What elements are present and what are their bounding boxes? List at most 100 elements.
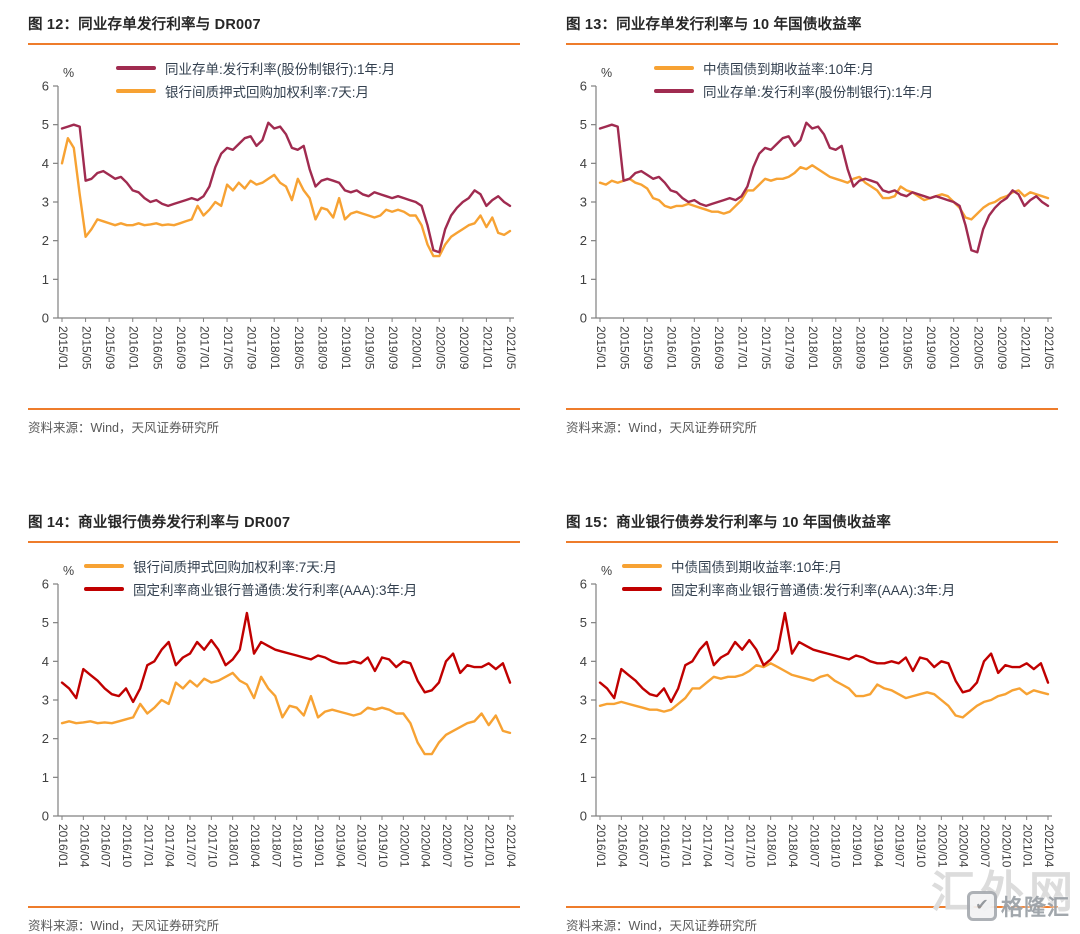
svg-text:2016/10: 2016/10 — [120, 824, 134, 868]
svg-text:2021/01: 2021/01 — [483, 824, 497, 868]
svg-text:2020/07: 2020/07 — [978, 824, 992, 868]
svg-text:2020/01: 2020/01 — [397, 824, 411, 868]
svg-text:2017/05: 2017/05 — [759, 326, 773, 370]
svg-text:2019/09: 2019/09 — [924, 326, 938, 370]
svg-text:4: 4 — [42, 654, 49, 669]
svg-text:2017/04: 2017/04 — [701, 824, 715, 868]
svg-text:2019/04: 2019/04 — [871, 824, 885, 868]
svg-text:3: 3 — [42, 693, 49, 708]
svg-text:2018/07: 2018/07 — [269, 824, 283, 868]
svg-text:2018/05: 2018/05 — [830, 326, 844, 370]
svg-text:2016/05: 2016/05 — [688, 326, 702, 370]
svg-text:2020/09: 2020/09 — [457, 326, 471, 370]
svg-text:2017/05: 2017/05 — [221, 326, 235, 370]
svg-text:6: 6 — [42, 577, 49, 592]
svg-text:2018/05: 2018/05 — [292, 326, 306, 370]
svg-text:2019/10: 2019/10 — [376, 824, 390, 868]
svg-text:2017/07: 2017/07 — [722, 824, 736, 868]
svg-text:5: 5 — [580, 615, 587, 630]
legend-label: 银行间质押式回购加权利率:7天:月 — [133, 559, 338, 575]
svg-text:2018/07: 2018/07 — [807, 824, 821, 868]
legend-item: 同业存单:发行利率(股份制银行):1年:月 — [116, 56, 395, 79]
svg-text:2017/10: 2017/10 — [205, 824, 219, 868]
svg-text:2017/01: 2017/01 — [735, 326, 749, 370]
figure-15-title: 图 15：商业银行债券发行利率与 10 年国债收益率 — [566, 506, 1058, 543]
svg-text:2019/05: 2019/05 — [363, 326, 377, 370]
svg-text:2018/01: 2018/01 — [806, 326, 820, 370]
svg-text:4: 4 — [42, 156, 49, 171]
svg-text:2020/04: 2020/04 — [957, 824, 971, 868]
svg-text:2020/09: 2020/09 — [995, 326, 1009, 370]
legend-swatch — [654, 65, 694, 70]
figure-12-line-chart: 0 1 2 3 4 5 6% 2015/01 2015/05 2015/09 2016/01 2016… — [42, 66, 518, 370]
svg-text:6: 6 — [580, 577, 587, 592]
legend-item: 中债国债到期收益率:10年:月 — [622, 554, 955, 577]
svg-text:2019/01: 2019/01 — [312, 824, 326, 868]
svg-text:2019/09: 2019/09 — [386, 326, 400, 370]
figure-13-chart-area: 中债国债到期收益率:10年:月 同业存单:发行利率(股份制银行):1年:月 0 1 2… — [566, 48, 1058, 406]
figure-15-line-chart: 0 1 2 3 4 5 6% 2016/01 2016/04 2016/07 2016/10 2017… — [580, 564, 1056, 868]
svg-text:3: 3 — [580, 693, 587, 708]
svg-text:2018/01: 2018/01 — [268, 326, 282, 370]
svg-text:2017/01: 2017/01 — [679, 824, 693, 868]
figure-14-title: 图 14：商业银行债券发行利率与 DR007 — [28, 506, 520, 543]
svg-text:2021/04: 2021/04 — [1042, 824, 1056, 868]
svg-text:2020/07: 2020/07 — [440, 824, 454, 868]
svg-text:2016/04: 2016/04 — [615, 824, 629, 868]
source-note: 资料来源：Wind，天风证券研究所 — [28, 919, 219, 933]
legend-swatch — [622, 563, 662, 568]
svg-text:2020/05: 2020/05 — [971, 326, 985, 370]
svg-text:2019/01: 2019/01 — [877, 326, 891, 370]
svg-text:%: % — [63, 564, 74, 578]
svg-text:0: 0 — [42, 311, 49, 326]
svg-text:6: 6 — [42, 79, 49, 94]
figure-15-panel: 图 15：商业银行债券发行利率与 10 年国债收益率 中债国债到期收益率:10年… — [566, 506, 1058, 934]
figure-15-chart-area: 中债国债到期收益率:10年:月固定利率商业银行普通债:发行利率(AAA):3年:… — [566, 546, 1058, 904]
svg-text:2019/05: 2019/05 — [901, 326, 915, 370]
svg-text:6: 6 — [580, 79, 587, 94]
svg-text:2015/01: 2015/01 — [594, 326, 608, 370]
svg-text:2016/05: 2016/05 — [150, 326, 164, 370]
figure-12-legend: 同业存单:发行利率(股份制银行):1年:月 银行间质押式回购加权利率:7天:月 — [116, 56, 395, 102]
svg-text:2021/05: 2021/05 — [504, 326, 518, 370]
svg-text:2018/04: 2018/04 — [786, 824, 800, 868]
svg-text:2020/05: 2020/05 — [433, 326, 447, 370]
figure-12-title: 图 12：同业存单发行利率与 DR007 — [28, 8, 520, 45]
svg-text:1: 1 — [580, 272, 587, 287]
svg-text:3: 3 — [42, 195, 49, 210]
source-divider — [566, 408, 1058, 410]
legend-label: 固定利率商业银行普通债:发行利率(AAA):3年:月 — [671, 582, 956, 598]
svg-text:2016/09: 2016/09 — [174, 326, 188, 370]
svg-text:3: 3 — [580, 195, 587, 210]
svg-text:2020/01: 2020/01 — [948, 326, 962, 370]
source-note: 资料来源：Wind，天风证券研究所 — [566, 421, 757, 435]
svg-text:2020/10: 2020/10 — [999, 824, 1013, 868]
svg-text:%: % — [601, 66, 612, 80]
svg-text:2: 2 — [42, 233, 49, 248]
svg-text:2020/01: 2020/01 — [935, 824, 949, 868]
legend-swatch — [622, 586, 662, 591]
svg-text:2019/07: 2019/07 — [893, 824, 907, 868]
svg-text:2020/04: 2020/04 — [419, 824, 433, 868]
figure-15-legend: 中债国债到期收益率:10年:月固定利率商业银行普通债:发行利率(AAA):3年:… — [622, 554, 955, 600]
svg-text:2016/09: 2016/09 — [712, 326, 726, 370]
legend-item: 银行间质押式回购加权利率:7天:月 — [84, 554, 417, 577]
svg-text:2017/04: 2017/04 — [163, 824, 177, 868]
svg-text:2018/10: 2018/10 — [291, 824, 305, 868]
svg-text:2017/01: 2017/01 — [197, 326, 211, 370]
svg-text:2018/09: 2018/09 — [853, 326, 867, 370]
svg-text:%: % — [601, 564, 612, 578]
svg-text:2019/10: 2019/10 — [914, 824, 928, 868]
legend-item: 银行间质押式回购加权利率:7天:月 — [116, 79, 395, 102]
svg-text:2015/01: 2015/01 — [56, 326, 70, 370]
figure-14-panel: 图 14：商业银行债券发行利率与 DR007 银行间质押式回购加权利率:7天:月… — [28, 506, 520, 934]
figure-13-line-chart: 0 1 2 3 4 5 6% 2015/01 2015/05 2015/09 2016/01 2016… — [580, 66, 1056, 370]
legend-item: 中债国债到期收益率:10年:月 — [654, 56, 933, 79]
svg-text:2015/05: 2015/05 — [618, 326, 632, 370]
legend-swatch — [116, 88, 156, 93]
figure-12-panel: 图 12：同业存单发行利率与 DR007 同业存单:发行利率(股份制银行):1年… — [28, 8, 520, 436]
svg-text:5: 5 — [580, 117, 587, 132]
svg-text:2020/10: 2020/10 — [461, 824, 475, 868]
legend-item: 同业存单:发行利率(股份制银行):1年:月 — [654, 79, 933, 102]
svg-text:5: 5 — [42, 615, 49, 630]
